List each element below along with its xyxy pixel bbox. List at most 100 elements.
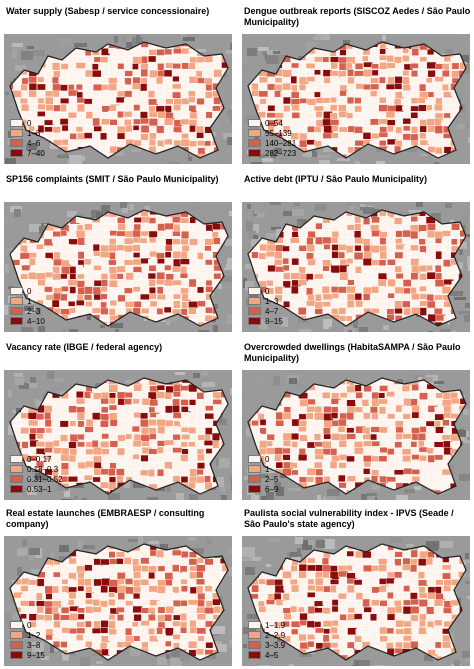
census-block xyxy=(339,392,349,398)
satellite-texture xyxy=(217,158,221,164)
census-block xyxy=(266,434,276,441)
census-block xyxy=(250,385,259,392)
census-block xyxy=(149,399,159,407)
census-block xyxy=(157,606,166,614)
census-block xyxy=(156,96,166,105)
census-block xyxy=(59,591,67,599)
census-block xyxy=(441,286,451,294)
census-block xyxy=(426,447,434,454)
census-block xyxy=(259,84,268,92)
census-block xyxy=(133,252,141,258)
census-block xyxy=(84,55,94,63)
census-block xyxy=(77,613,85,620)
census-block xyxy=(188,293,198,300)
satellite-texture xyxy=(167,162,179,164)
census-block xyxy=(180,322,190,326)
census-block xyxy=(394,265,402,273)
census-block xyxy=(84,237,93,245)
census-block xyxy=(299,434,309,443)
census-block xyxy=(289,454,299,461)
census-block xyxy=(149,620,158,627)
census-block xyxy=(99,642,108,650)
census-block xyxy=(93,564,101,572)
census-block xyxy=(322,42,331,49)
census-block xyxy=(189,328,197,332)
census-block xyxy=(435,90,443,97)
census-block xyxy=(291,42,302,44)
satellite-texture xyxy=(23,629,31,638)
census-block xyxy=(108,308,116,316)
census-block xyxy=(403,328,411,332)
census-block xyxy=(403,244,412,254)
census-block xyxy=(385,111,396,119)
satellite-texture xyxy=(287,375,299,380)
census-block xyxy=(93,446,102,455)
census-block xyxy=(402,48,409,54)
census-block xyxy=(76,117,85,126)
satellite-texture xyxy=(171,650,182,657)
census-block xyxy=(21,264,32,271)
census-block xyxy=(45,544,56,545)
census-block xyxy=(61,412,69,419)
census-block xyxy=(467,147,470,154)
census-block xyxy=(466,322,470,327)
census-block xyxy=(248,383,251,390)
census-block xyxy=(468,155,470,160)
satellite-texture xyxy=(229,211,232,216)
census-block xyxy=(363,412,371,420)
panel-title: Dengue outbreak reports (SISCOZ Aedes / … xyxy=(244,6,471,27)
satellite-texture xyxy=(468,137,470,143)
census-block xyxy=(140,571,148,579)
census-block xyxy=(124,613,134,619)
census-block xyxy=(12,329,19,332)
census-block xyxy=(84,627,94,636)
census-block xyxy=(321,285,330,294)
census-block xyxy=(411,427,420,434)
census-block xyxy=(205,600,213,608)
census-block xyxy=(53,620,61,629)
census-block xyxy=(180,90,189,98)
census-block xyxy=(189,434,198,443)
census-block xyxy=(180,330,189,332)
census-block xyxy=(322,132,333,139)
census-block xyxy=(181,133,189,139)
census-block xyxy=(330,286,339,293)
census-block xyxy=(164,48,173,55)
census-block xyxy=(115,96,126,104)
legend-swatch xyxy=(10,455,23,463)
census-block xyxy=(221,153,228,158)
census-block xyxy=(338,301,347,309)
census-block xyxy=(403,321,413,326)
census-block xyxy=(298,245,307,253)
census-block xyxy=(44,42,55,51)
census-block xyxy=(84,223,93,232)
census-block xyxy=(181,230,191,239)
satellite-texture xyxy=(464,315,470,322)
census-block xyxy=(164,572,174,581)
census-block xyxy=(172,76,180,82)
census-block xyxy=(45,571,52,580)
census-block xyxy=(411,48,419,56)
legend-item: 55–139 xyxy=(248,128,296,138)
census-block xyxy=(330,475,340,483)
census-block xyxy=(149,138,156,146)
census-block xyxy=(411,91,419,98)
census-block xyxy=(378,406,387,415)
census-block xyxy=(75,230,86,238)
census-block xyxy=(460,329,466,332)
census-block xyxy=(426,271,437,280)
satellite-texture xyxy=(100,325,105,328)
census-block xyxy=(331,162,337,164)
census-block xyxy=(196,564,207,572)
census-block xyxy=(402,252,411,259)
census-block xyxy=(442,42,453,49)
census-block xyxy=(75,62,86,69)
satellite-texture xyxy=(61,37,70,45)
census-block xyxy=(117,77,125,84)
census-block xyxy=(173,558,184,566)
satellite-texture xyxy=(418,377,422,380)
census-block xyxy=(53,202,60,209)
census-block xyxy=(451,42,461,50)
census-block xyxy=(172,468,183,477)
census-block xyxy=(356,35,364,40)
